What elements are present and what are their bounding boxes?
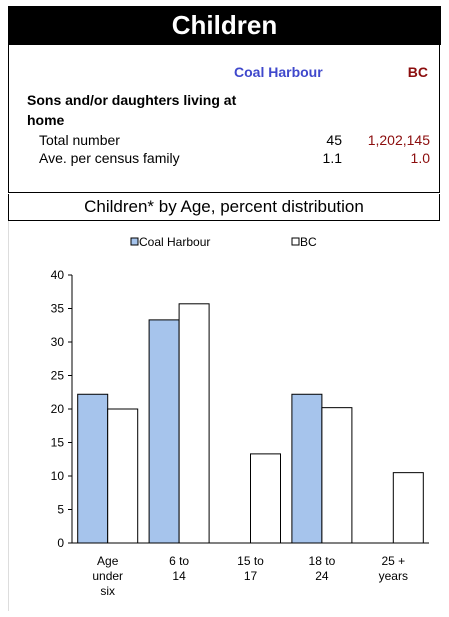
bar	[148, 319, 180, 544]
children-panel: Children Coal Harbour BC Sons and/or dau…	[8, 6, 441, 611]
y-tick-label: 25	[51, 369, 65, 383]
bar	[107, 408, 139, 544]
row-value-area: 1.1	[322, 150, 342, 166]
x-tick-label: six	[100, 584, 115, 598]
row-value-area: 45	[326, 132, 342, 148]
panel-title: Children	[8, 6, 441, 45]
y-tick-label: 35	[51, 302, 65, 316]
summary-table: Coal Harbour BC Sons and/or daughters li…	[8, 45, 440, 193]
bar-chart: Coal Harbour BC 0 5 10 15 20 25 30 35 40 Ageundersi…	[51, 235, 429, 598]
bar	[291, 393, 323, 544]
chart-area: Coal Harbour BC 0 5 10 15 20 25 30 35 40 Age under si…	[8, 221, 440, 611]
section-heading: Sons and/or daughters living at home	[27, 92, 237, 128]
y-tick-label: 0	[57, 536, 64, 550]
x-tick-label: 18 to	[309, 554, 336, 568]
x-tick-label: 6 to	[169, 554, 189, 568]
x-tick-label: 17	[244, 569, 258, 583]
x-tick-label: under	[92, 569, 123, 583]
bar	[250, 453, 281, 544]
x-tick-label: 24	[315, 569, 329, 583]
legend-swatch	[291, 237, 300, 246]
bar	[178, 303, 210, 544]
row-value-bc: 1,202,145	[367, 132, 430, 148]
legend-swatch	[130, 237, 139, 246]
x-tick-label: 25 +	[381, 554, 405, 568]
y-tick-label: 15	[51, 436, 65, 450]
y-tick-label: 30	[51, 335, 65, 349]
chart-title: Children* by Age, percent distribution	[8, 194, 440, 221]
row-value-bc: 1.0	[410, 150, 430, 166]
row-label: Total number	[39, 132, 120, 148]
y-tick-label: 40	[51, 268, 65, 282]
table-row: Total number 45 1,202,145	[9, 131, 441, 149]
y-tick-label: 5	[57, 503, 64, 517]
y-tick-label: 10	[51, 469, 65, 483]
x-tick-label: years	[379, 569, 408, 583]
bar	[321, 407, 353, 544]
y-tick-label: 20	[51, 402, 65, 416]
bar	[392, 472, 424, 544]
legend-label: Coal Harbour	[139, 235, 210, 249]
legend-label: BC	[300, 235, 317, 249]
column-header-area: Coal Harbour	[234, 64, 323, 80]
bar	[77, 393, 109, 544]
x-tick-label: 15 to	[237, 554, 264, 568]
table-row: Ave. per census family 1.1 1.0	[9, 149, 441, 167]
row-label: Ave. per census family	[39, 150, 180, 166]
x-tick-label: Age	[97, 554, 119, 568]
x-tick-label: 14	[172, 569, 186, 583]
column-header-bc: BC	[407, 64, 428, 80]
